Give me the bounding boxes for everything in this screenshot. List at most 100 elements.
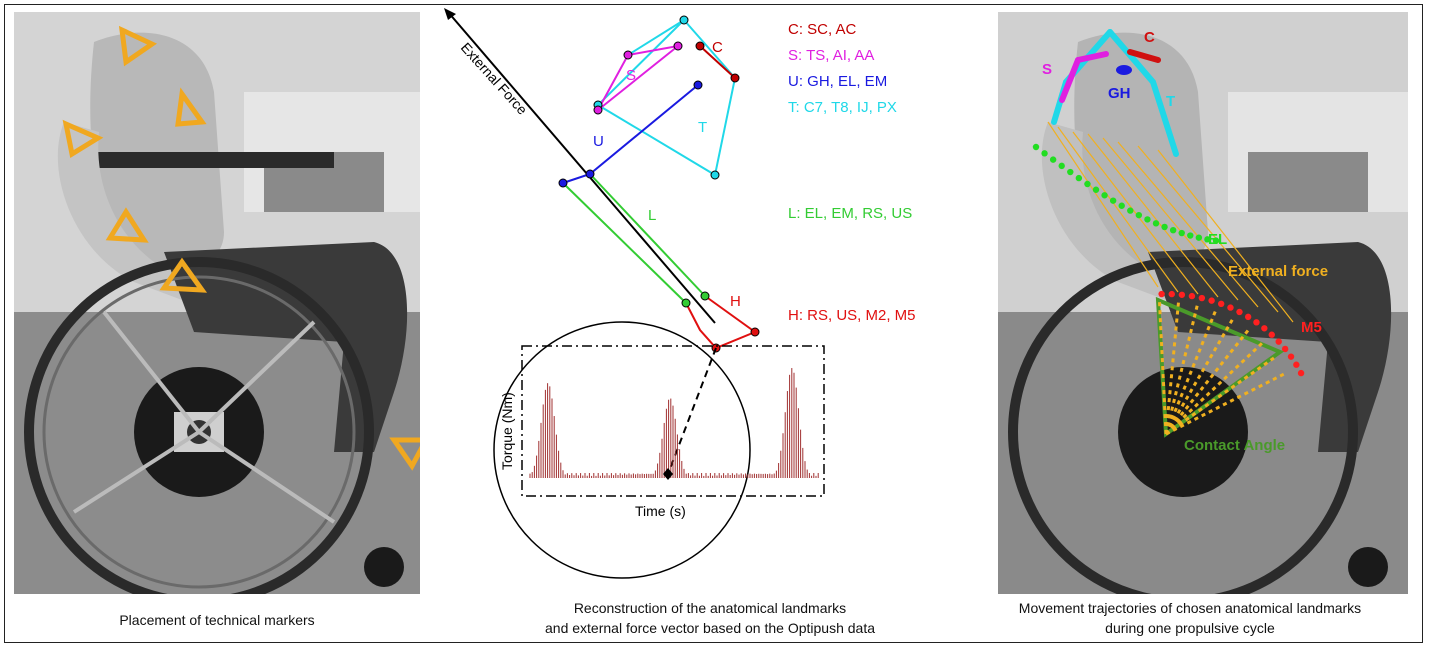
el-dot [1127, 207, 1134, 214]
el-dot [1144, 216, 1151, 223]
m5-dot [1158, 290, 1165, 298]
fan-line [1164, 305, 1199, 435]
segment-label-s: S [626, 67, 636, 84]
segment-label-l: L [648, 207, 656, 224]
m5-dot [1268, 331, 1275, 338]
el-dot [1152, 220, 1160, 227]
hand-to-rim-dashed-line [667, 347, 717, 475]
right-label-contact-angle: Contact Angle [1184, 437, 1285, 454]
segment-s-lines [597, 45, 679, 111]
trajectory-m5-dots [1158, 290, 1305, 377]
m5-dot [1275, 338, 1282, 345]
legend-h: H: RS, US, M2, M5 [788, 307, 916, 324]
el-dot [1161, 223, 1168, 231]
fan-line [1164, 302, 1180, 435]
el-dot [1058, 162, 1065, 170]
right-photo-illustration: S C GH T EL External force M5 Contact An… [998, 12, 1408, 594]
trajectory-gh [1116, 65, 1132, 75]
segment-label-t: T [698, 119, 707, 136]
el-dot [1084, 180, 1091, 188]
torque-inset-box [521, 345, 825, 497]
caption-left: Placement of technical markers [119, 612, 315, 628]
fan-line [1165, 372, 1285, 436]
center-diagram-panel: External Force [430, 8, 990, 598]
legend-u: U: GH, EL, EM [788, 73, 887, 90]
m5-dot [1297, 369, 1305, 377]
legend-s: S: TS, AI, AA [788, 47, 874, 64]
fan-line [1164, 319, 1234, 435]
m5-dot [1261, 325, 1268, 332]
segment-h-lines [685, 295, 758, 350]
trajectory-s [1059, 51, 1109, 103]
external-force-arrowhead [444, 8, 456, 20]
fan-line [1164, 342, 1263, 436]
m5-dot [1188, 292, 1196, 300]
el-dot [1187, 232, 1194, 239]
external-force-vector [447, 11, 716, 324]
el-dot [1041, 150, 1048, 157]
el-dot [1212, 237, 1220, 244]
time-axis-label: Time (s) [635, 503, 686, 519]
el-dot [1178, 229, 1185, 237]
el-dot [1032, 143, 1040, 151]
el-dot [1169, 226, 1177, 234]
right-label-gh: GH [1108, 85, 1131, 102]
external-force-label: External Force [458, 39, 531, 118]
caption-right-line2: during one propulsive cycle [1105, 620, 1275, 636]
legend-c: C: SC, AC [788, 21, 857, 38]
segment-label-u: U [593, 133, 604, 150]
torque-signal [529, 368, 819, 478]
caption-right-line1: Movement trajectories of chosen anatomic… [1018, 600, 1362, 616]
technical-markers [62, 25, 420, 471]
el-dot [1092, 186, 1100, 193]
m5-dot [1227, 304, 1234, 311]
right-label-m5: M5 [1301, 319, 1322, 336]
m5-dot [1236, 308, 1243, 316]
landmark-dots [558, 15, 760, 353]
segment-label-h: H [730, 293, 741, 310]
marker-triangle [159, 257, 208, 293]
fan-line [1164, 329, 1250, 435]
right-label-el: EL [1208, 231, 1227, 248]
el-dot [1118, 202, 1125, 209]
segment-c-line [699, 45, 736, 79]
el-dot [1109, 197, 1117, 204]
reconstruction-diagram: External Force [444, 8, 916, 579]
right-label-external-force: External force [1228, 263, 1328, 280]
el-dot [1049, 156, 1057, 163]
el-dot [1067, 168, 1074, 176]
el-dot [1195, 234, 1203, 241]
torque-axis-label: Torque (Nm) [499, 392, 515, 470]
external-force-lines [1047, 121, 1294, 323]
m5-dot [1293, 361, 1300, 368]
m5-dot [1253, 319, 1260, 326]
trajectory-c [1127, 49, 1161, 63]
right-photo-panel: S C GH T EL External force M5 Contact An… [998, 12, 1408, 594]
wheel-circle [493, 321, 751, 579]
fan-line [1158, 302, 1168, 435]
segment-l-lines [562, 173, 706, 304]
fan-line [1165, 356, 1275, 436]
caption-center-line1: Reconstruction of the anatomical landmar… [573, 600, 847, 616]
el-dot [1135, 211, 1143, 219]
torque-marker-diamond [663, 468, 673, 480]
legend-l: L: EL, EM, RS, US [788, 205, 912, 222]
fan-line [1164, 310, 1217, 435]
m5-dot [1244, 313, 1252, 321]
m5-dot [1208, 297, 1215, 304]
m5-dot [1287, 353, 1295, 360]
el-dot [1101, 192, 1108, 199]
left-photo-illustration [14, 12, 420, 594]
right-label-t: T [1166, 93, 1175, 110]
segment-label-c: C [712, 39, 723, 56]
contact-angle-fan [1155, 296, 1285, 438]
marker-triangle [105, 207, 149, 243]
left-photo-panel [14, 12, 420, 594]
right-label-s: S [1042, 61, 1052, 78]
m5-dot [1281, 345, 1289, 353]
el-dot [1075, 174, 1083, 182]
right-label-c: C [1144, 29, 1155, 46]
el-dot [1204, 236, 1211, 243]
m5-dot [1217, 300, 1225, 308]
m5-dot [1168, 290, 1175, 298]
